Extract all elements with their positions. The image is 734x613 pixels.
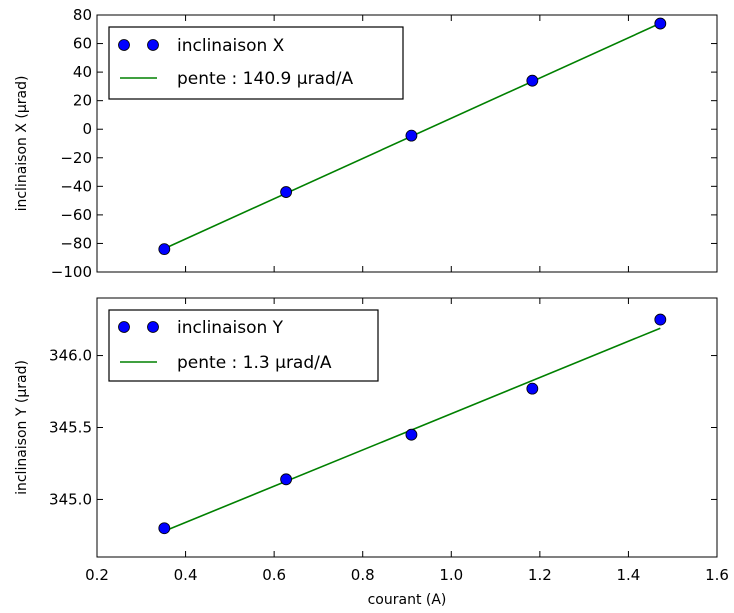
top-data-point: [405, 129, 418, 142]
x-axis-label: courant (A): [368, 592, 447, 608]
bottom-y-tick-label: 345.5: [49, 419, 92, 437]
x-tick-label: 1.6: [705, 566, 729, 584]
top-legend: inclinaison X pente : 140.9 µrad/A: [108, 26, 404, 100]
top-y-tick-label: 20: [73, 92, 92, 110]
top-data-point: [158, 243, 171, 256]
top-legend-label-fit: pente : 140.9 µrad/A: [177, 69, 353, 89]
top-axis-ticks: 80 60 40 20 0 −20 −40 −60 −80 −100: [51, 6, 718, 281]
bottom-legend-label-points: inclinaison Y: [177, 318, 284, 338]
bottom-data-point: [526, 382, 539, 395]
x-tick-label: 1.2: [528, 566, 552, 584]
bottom-data-point: [654, 313, 667, 326]
top-y-tick-label: −60: [60, 206, 92, 224]
bottom-legend: inclinaison Y pente : 1.3 µrad/A: [108, 309, 379, 382]
top-y-axis-label: inclinaison X (µrad): [14, 76, 30, 212]
top-data-point: [526, 74, 539, 87]
top-data-point: [280, 186, 293, 198]
bottom-legend-label-fit: pente : 1.3 µrad/A: [177, 353, 332, 373]
top-y-tick-label: 60: [73, 35, 92, 53]
bottom-data-point: [158, 522, 171, 535]
top-y-tick-label: 40: [73, 63, 92, 81]
bottom-chart: 0.2 0.4 0.6 0.8 1.0 1.2 1.4 1.6346.0345.5345.0 …: [14, 297, 729, 608]
bottom-legend-marker-2: [147, 321, 159, 333]
top-y-tick-label: −40: [60, 177, 92, 195]
top-y-tick-label: 80: [73, 6, 92, 24]
bottom-y-tick-label: 346.0: [49, 347, 92, 365]
bottom-data-point: [280, 473, 293, 486]
x-tick-label: 1.0: [439, 566, 463, 584]
bottom-data-point: [405, 428, 418, 441]
top-legend-box: [108, 26, 404, 100]
top-legend-marker-2: [147, 39, 159, 51]
bottom-y-axis-label: inclinaison Y (µrad): [14, 360, 30, 495]
x-tick-label: 1.4: [616, 566, 640, 584]
top-y-tick-label: −80: [60, 234, 92, 252]
top-legend-marker-1: [118, 39, 130, 51]
top-y-tick-label: −20: [60, 149, 92, 167]
bottom-legend-marker-1: [118, 321, 130, 333]
bottom-y-tick-label: 345.0: [49, 490, 92, 508]
top-chart: 80 60 40 20 0 −20 −40 −60 −80 −100 inclinaison X …: [14, 6, 718, 281]
x-tick-label: 0.6: [262, 566, 286, 584]
top-y-tick-label: −100: [51, 263, 92, 281]
x-tick-label: 0.4: [174, 566, 198, 584]
top-data-point: [654, 17, 667, 30]
bottom-axis-ticks: 0.2 0.4 0.6 0.8 1.0 1.2 1.4 1.6 346.0 345.5 345.0: [49, 298, 729, 584]
x-tick-label: 0.2: [85, 566, 109, 584]
x-tick-label: 0.8: [351, 566, 375, 584]
top-legend-label-points: inclinaison X: [177, 36, 285, 56]
bottom-plot-content: [158, 313, 667, 535]
top-y-tick-label: 0: [82, 120, 92, 138]
top-plot-content: [158, 17, 667, 256]
